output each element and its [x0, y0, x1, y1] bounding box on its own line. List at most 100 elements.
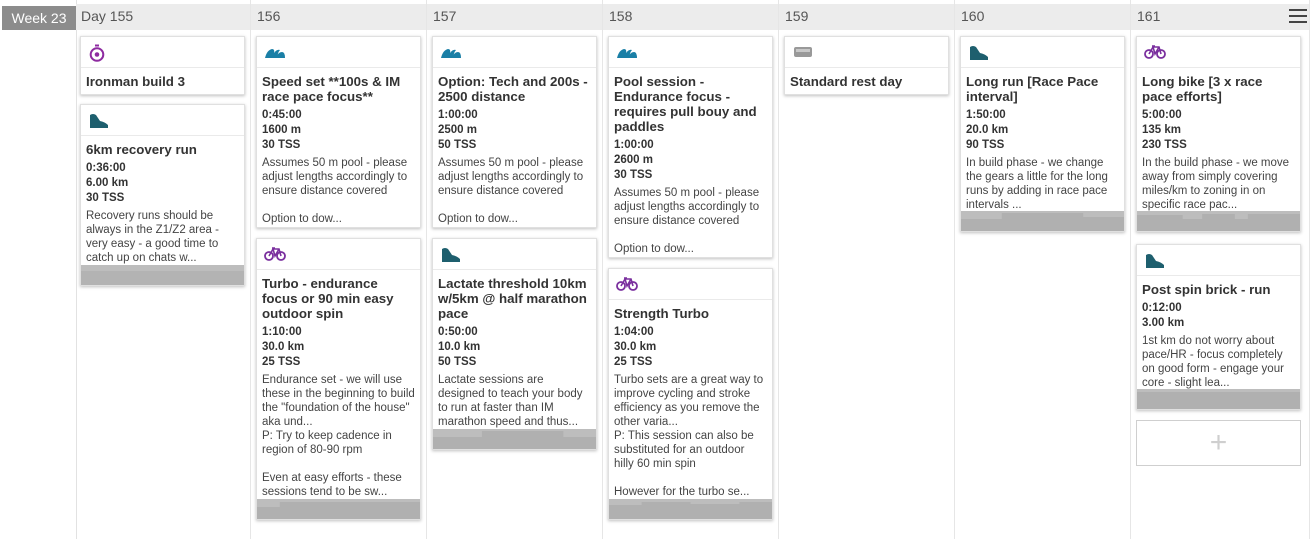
- day-label: 159: [785, 8, 809, 24]
- day-column-160: 160 Long run [Race Pace interval] 1:50:0…: [956, 0, 1131, 539]
- workout-distance: 30.0 km: [614, 341, 657, 353]
- workout-intensity-graph: [1137, 389, 1300, 409]
- workout-duration: 1:50:00: [966, 109, 1006, 121]
- swim-wave-icon: [441, 49, 461, 58]
- day-label: 157: [433, 8, 457, 24]
- workout-card-swim[interactable]: Option: Tech and 200s - 2500 distance 1:…: [432, 36, 597, 228]
- running-shoe-icon: [90, 114, 108, 128]
- workout-card-run[interactable]: Post spin brick - run 0:12:00 3.00 km 1s…: [1136, 244, 1301, 410]
- workout-tss: 30 TSS: [86, 192, 125, 204]
- stopwatch-icon: [89, 44, 105, 62]
- menu-icon[interactable]: [1289, 9, 1307, 23]
- workout-title: 6km recovery run: [86, 142, 197, 157]
- workout-distance: 6.00 km: [86, 177, 129, 189]
- workout-card-bike[interactable]: Turbo - endurance focus or 90 min easy o…: [256, 238, 421, 520]
- workout-title: Standard rest day: [790, 74, 903, 89]
- workout-intensity-graph: [961, 211, 1124, 231]
- workout-card-swim[interactable]: Speed set **100s & IM race pace focus** …: [256, 36, 421, 228]
- workout-title: Pool session - Endurance focus - require…: [614, 74, 757, 134]
- workout-title: Ironman build 3: [86, 74, 185, 89]
- workout-tss: 90 TSS: [966, 139, 1005, 151]
- workout-duration: 0:50:00: [438, 326, 478, 338]
- workout-tss: 25 TSS: [262, 356, 301, 368]
- workout-description: Assumes 50 m pool - please adjust length…: [262, 157, 408, 225]
- workout-distance: 30.0 km: [262, 341, 305, 353]
- workout-distance: 20.0 km: [966, 124, 1009, 136]
- workout-title: Long bike [3 x race pace efforts]: [1142, 74, 1263, 104]
- workout-card-bike[interactable]: Long bike [3 x race pace efforts] 5:00:0…: [1136, 36, 1301, 232]
- bicycle-icon: [616, 277, 638, 291]
- workout-tss: 25 TSS: [614, 356, 653, 368]
- workout-tss: 50 TSS: [438, 356, 477, 368]
- workout-card-run[interactable]: Long run [Race Pace interval] 1:50:00 20…: [960, 36, 1125, 232]
- workout-description: Lactate sessions are designed to teach y…: [438, 374, 583, 428]
- calendar-header: [76, 4, 1310, 30]
- workout-intensity-graph: [609, 499, 772, 519]
- workout-distance: 2500 m: [438, 124, 478, 136]
- workout-description: In build phase - we change the gears a l…: [966, 157, 1108, 211]
- workout-intensity-graph: [81, 265, 244, 285]
- workout-tss: 30 TSS: [614, 169, 653, 181]
- workout-duration: 0:45:00: [262, 109, 302, 121]
- workout-duration: 0:12:00: [1142, 302, 1182, 314]
- workout-card-run[interactable]: 6km recovery run 0:36:00 6.00 km 30 TSS …: [80, 104, 245, 286]
- workout-tss: 30 TSS: [262, 139, 301, 151]
- workout-title: Speed set **100s & IM race pace focus**: [262, 74, 401, 104]
- workout-duration: 5:00:00: [1142, 109, 1182, 121]
- week-column: Week 23: [0, 0, 77, 539]
- workout-description: Endurance set - we will use these in the…: [262, 374, 415, 498]
- workout-description: Turbo sets are a great way to improve cy…: [614, 374, 764, 498]
- day-column-159: 159 Standard rest day: [780, 0, 955, 539]
- workout-duration: 1:00:00: [438, 109, 478, 121]
- workout-distance: 3.00 km: [1142, 317, 1185, 329]
- workout-description: In the build phase - we move away from s…: [1142, 157, 1290, 211]
- workout-title: Turbo - endurance focus or 90 min easy o…: [262, 276, 394, 321]
- workout-description: Assumes 50 m pool - please adjust length…: [438, 157, 584, 225]
- workout-distance: 1600 m: [262, 124, 302, 136]
- day-label: 156: [257, 8, 281, 24]
- day-label: 160: [961, 8, 985, 24]
- workout-duration: 0:36:00: [86, 162, 126, 174]
- workout-card-bike[interactable]: Strength Turbo 1:04:00 30.0 km 25 TSS Tu…: [608, 268, 773, 520]
- workout-title: Long run [Race Pace interval]: [966, 74, 1099, 104]
- day-column-157: 157 Option: Tech and 200s - 2500 distanc…: [428, 0, 603, 539]
- day-label: 161: [1137, 8, 1161, 24]
- rest-bed-icon: [794, 47, 812, 57]
- workout-tss: 50 TSS: [438, 139, 477, 151]
- swim-wave-icon: [617, 49, 637, 58]
- workout-card-event[interactable]: Ironman build 3: [80, 36, 245, 95]
- workout-description: 1st km do not worry about pace/HR - focu…: [1142, 335, 1284, 389]
- running-shoe-icon: [442, 248, 460, 262]
- workout-intensity-graph: [1137, 211, 1300, 231]
- workout-duration: 1:00:00: [614, 139, 654, 151]
- add-workout-button[interactable]: +: [1136, 420, 1301, 466]
- bicycle-icon: [1144, 45, 1166, 59]
- day-label: 158: [609, 8, 633, 24]
- day-column-158: 158 Pool session - Endurance focus - req…: [604, 0, 779, 539]
- workout-title: Option: Tech and 200s - 2500 distance: [438, 74, 588, 104]
- running-shoe-icon: [1146, 254, 1164, 268]
- workout-card-swim[interactable]: Pool session - Endurance focus - require…: [608, 36, 773, 258]
- workout-duration: 1:04:00: [614, 326, 654, 338]
- week-label: Week 23: [2, 6, 76, 30]
- workout-title: Strength Turbo: [614, 306, 710, 321]
- workout-card-run[interactable]: Lactate threshold 10km w/5km @ half mara…: [432, 238, 597, 450]
- workout-card-rest[interactable]: Standard rest day: [784, 36, 949, 95]
- day-column-155: Day 155 Ironman build 3 6km recovery run…: [76, 0, 251, 539]
- bicycle-icon: [264, 247, 286, 261]
- workout-distance: 135 km: [1142, 124, 1182, 136]
- day-label: Day 155: [81, 8, 134, 24]
- workout-description: Assumes 50 m pool - please adjust length…: [614, 187, 760, 255]
- day-column-161: 161 Long bike [3 x race pace efforts] 5:…: [1132, 0, 1310, 539]
- swim-wave-icon: [265, 49, 285, 58]
- workout-intensity-graph: [433, 429, 596, 449]
- day-column-156: 156 Speed set **100s & IM race pace focu…: [252, 0, 427, 539]
- workout-distance: 2600 m: [614, 154, 654, 166]
- workout-distance: 10.0 km: [438, 341, 481, 353]
- workout-tss: 230 TSS: [1142, 139, 1187, 151]
- workout-title: Post spin brick - run: [1142, 282, 1271, 297]
- running-shoe-icon: [970, 46, 988, 60]
- workout-description: Recovery runs should be always in the Z1…: [86, 210, 219, 264]
- workout-intensity-graph: [257, 499, 420, 519]
- workout-duration: 1:10:00: [262, 326, 302, 338]
